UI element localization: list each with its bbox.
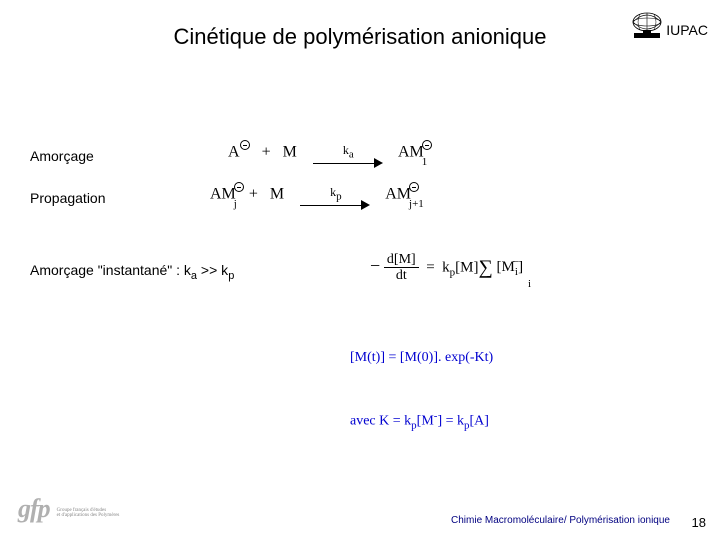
rate-equation: − d[M] dt = kp[M]∑ [Mi−] i: [370, 252, 529, 284]
propagation-label: Propagation: [30, 190, 106, 206]
eq1-M: M: [283, 143, 297, 160]
page-title: Cinétique de polymérisation anionique: [0, 24, 720, 50]
minus-icon: [240, 140, 250, 150]
equation-propagation: AMj + M kp AMj+1: [210, 182, 424, 206]
instantane-line: Amorçage "instantané" : ka >> kp: [30, 262, 234, 282]
eq1-AM: AM: [398, 143, 424, 160]
eq2-AM: AM: [210, 185, 236, 202]
eq1-plus: +: [262, 143, 271, 160]
eq2-M: M: [270, 185, 284, 202]
result-exp: [M(t)] = [M(0)]. exp(-Kt): [350, 350, 493, 366]
gfp-logo: gfp Groupe français d'études et d'applic…: [18, 494, 119, 524]
page-number: 18: [692, 515, 706, 530]
minus-icon: [234, 182, 244, 192]
amorcage-label: Amorçage: [30, 148, 94, 164]
minus-icon: [409, 182, 419, 192]
fraction: d[M] dt: [384, 252, 419, 284]
equation-amorcage: A + M ka AM1: [228, 140, 427, 164]
eq2-plus: +: [249, 185, 258, 202]
eq2-rhs-AM: AM: [385, 185, 411, 202]
eq1-A: A: [228, 143, 240, 160]
footer-text: Chimie Macromoléculaire/ Polymérisation …: [451, 515, 670, 526]
sigma-index: i: [528, 278, 531, 290]
iupac-label: IUPAC: [666, 22, 708, 38]
minus-icon: [422, 140, 432, 150]
iupac-logo: [630, 10, 664, 40]
result-K: avec K = kp[M-] = kp[A]: [350, 410, 489, 431]
sigma-icon: ∑: [478, 256, 492, 278]
